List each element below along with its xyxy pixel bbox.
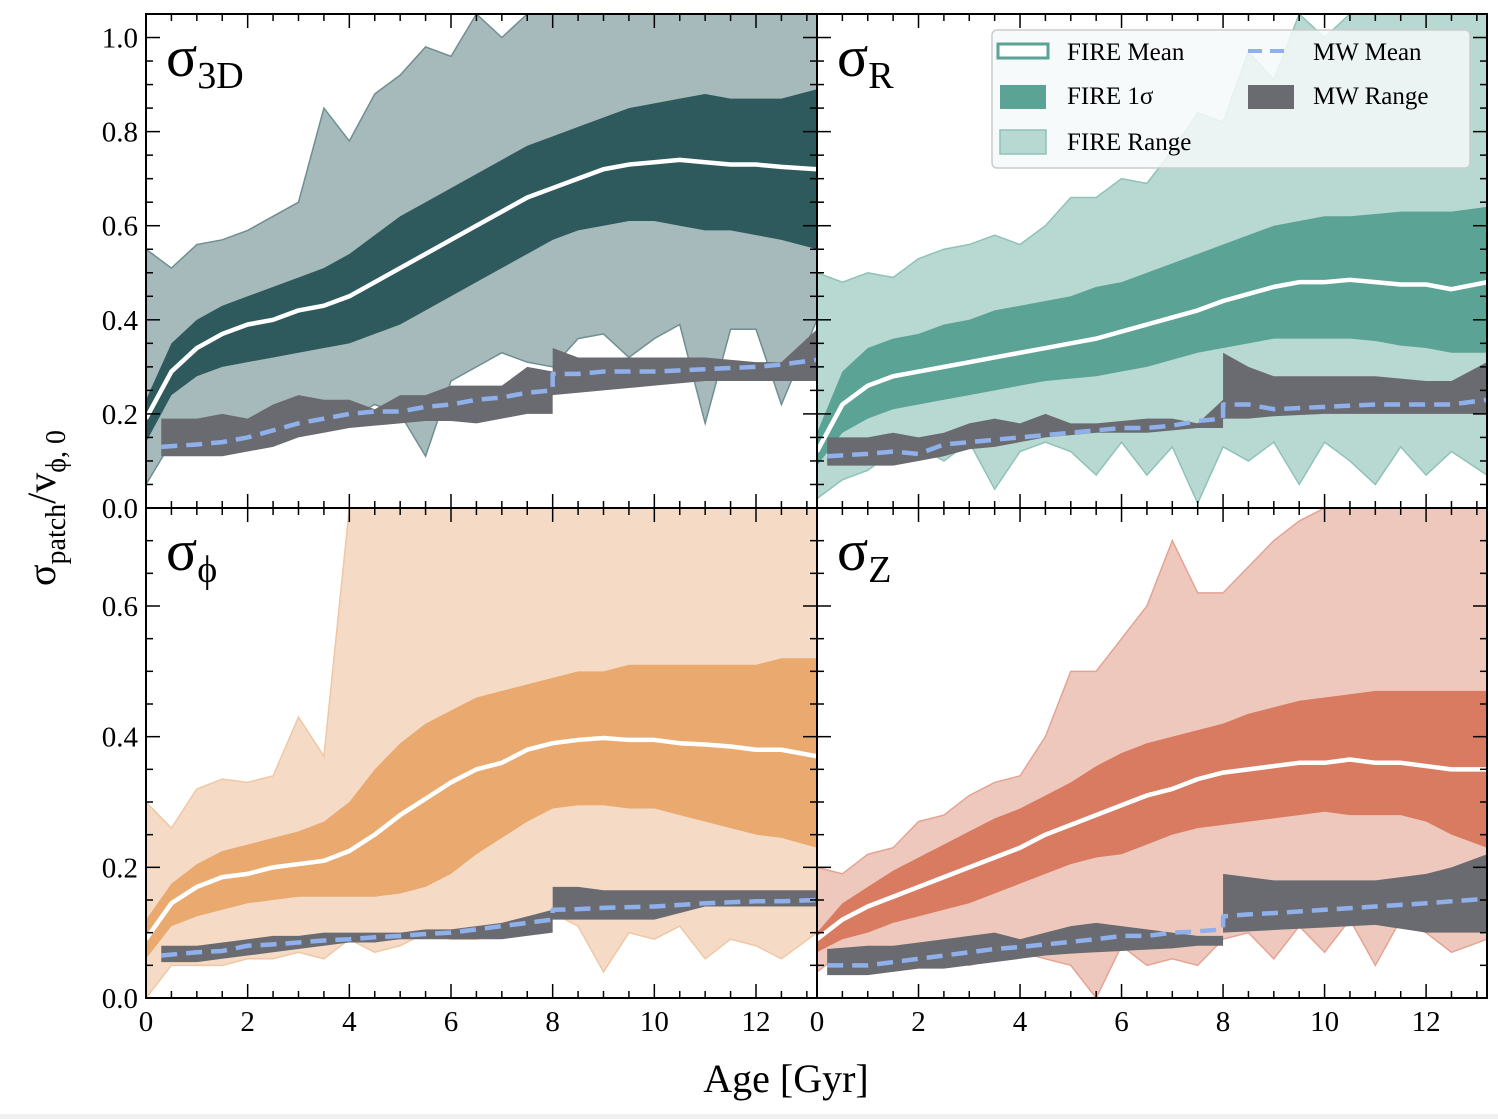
- fire-1sigma-band: [817, 206, 1487, 466]
- mw-range-band: [827, 352, 1487, 466]
- legend-swatch-fire-1sigma: [1000, 85, 1046, 109]
- x-tick-label: 6: [1114, 1006, 1129, 1038]
- panel-frame: [816, 507, 1488, 999]
- x-tick-label: 12: [1412, 1006, 1441, 1038]
- panel-title: σZ: [837, 518, 891, 591]
- fire-mean-line: [146, 157, 817, 420]
- x-tick-label: 4: [1013, 1006, 1028, 1038]
- y-tick-label: 0.0: [102, 493, 138, 525]
- y-tick-label: 0.2: [102, 399, 138, 431]
- x-tick-label: 4: [342, 1006, 357, 1038]
- legend-swatch-fire-mean: [996, 42, 1050, 60]
- legend-label-mw-mean: MW Mean: [1313, 39, 1422, 66]
- fire-mean-line: [817, 277, 1487, 453]
- y-tick-label: 1.0: [102, 23, 138, 55]
- y-axis-label: σpatch/vϕ, 0: [19, 430, 72, 586]
- mw-mean-line: [827, 896, 1487, 968]
- panel-title: σ3D: [166, 24, 244, 97]
- fire-mean-line: [146, 735, 817, 941]
- mw-mean-line: [161, 897, 817, 958]
- y-tick-label: 0.4: [102, 722, 139, 754]
- x-tick-label: 0: [139, 1006, 154, 1038]
- legend-swatch-mw-range: [1248, 85, 1294, 109]
- mw-mean-line: [161, 357, 817, 450]
- legend-frame: [991, 29, 1471, 169]
- x-tick-label: 2: [911, 1006, 926, 1038]
- mw-range-band: [161, 329, 817, 457]
- legend-label-fire-mean: FIRE Mean: [1067, 39, 1185, 66]
- y-tick-label: 0.6: [102, 591, 138, 623]
- x-tick-label: 10: [640, 1006, 669, 1038]
- panel-sigma_3D: 0.0 0.2 0.4 0.6 0.8 1.0 σ3D: [102, 13, 818, 525]
- mw-mean-line: [827, 397, 1487, 459]
- x-tick-label: 12: [742, 1006, 771, 1038]
- x-tick-label: 8: [1216, 1006, 1231, 1038]
- x-tick-label: 10: [1310, 1006, 1339, 1038]
- x-tick-label: 6: [444, 1006, 459, 1038]
- y-tick-label: 0.8: [102, 117, 138, 149]
- x-tick-label: 2: [240, 1006, 255, 1038]
- x-tick-label: 0: [810, 1006, 825, 1038]
- panel-title: σϕ: [166, 518, 217, 591]
- mw-range-band: [827, 854, 1487, 976]
- fire-mean-line: [817, 757, 1487, 941]
- legend-label-mw-range: MW Range: [1313, 83, 1429, 110]
- legend-label-fire-1sigma: FIRE 1σ: [1067, 83, 1154, 110]
- y-tick-label: 0.6: [102, 211, 138, 243]
- fire-1sigma-band: [146, 658, 817, 959]
- panel-title: σR: [837, 24, 894, 97]
- y-tick-label: 0.2: [102, 852, 138, 884]
- fire-1sigma-band: [817, 690, 1487, 953]
- legend: FIRE Mean FIRE 1σ FIRE Range MW Mean MW …: [991, 29, 1471, 169]
- legend-swatch-fire-range: [999, 129, 1047, 155]
- x-tick-label: 8: [545, 1006, 560, 1038]
- y-tick-label: 0.0: [102, 983, 138, 1015]
- legend-label-fire-range: FIRE Range: [1067, 129, 1191, 156]
- fire-1sigma-band: [146, 89, 817, 443]
- panel-sigma_Z: 0 2 4 6 8 10 12 σZ: [810, 507, 1488, 1038]
- x-axis-label: Age [Gyr]: [703, 1056, 869, 1101]
- y-tick-label: 0.4: [102, 305, 139, 337]
